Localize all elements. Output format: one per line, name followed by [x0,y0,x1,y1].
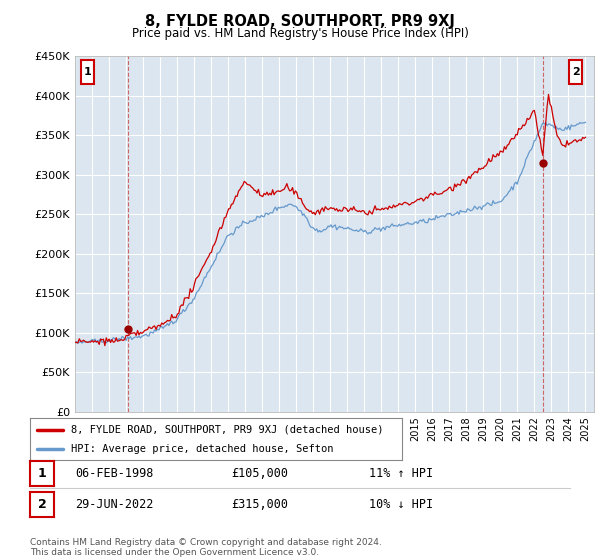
Text: HPI: Average price, detached house, Sefton: HPI: Average price, detached house, Seft… [71,444,334,454]
Text: 2: 2 [572,67,580,77]
FancyBboxPatch shape [569,59,583,85]
Text: 2: 2 [38,498,46,511]
Text: 8, FYLDE ROAD, SOUTHPORT, PR9 9XJ: 8, FYLDE ROAD, SOUTHPORT, PR9 9XJ [145,14,455,29]
Text: 8, FYLDE ROAD, SOUTHPORT, PR9 9XJ (detached house): 8, FYLDE ROAD, SOUTHPORT, PR9 9XJ (detac… [71,424,383,435]
Text: £315,000: £315,000 [231,498,288,511]
Text: Price paid vs. HM Land Registry's House Price Index (HPI): Price paid vs. HM Land Registry's House … [131,27,469,40]
Text: 06-FEB-1998: 06-FEB-1998 [75,467,154,480]
FancyBboxPatch shape [82,59,94,85]
Text: 11% ↑ HPI: 11% ↑ HPI [369,467,433,480]
Text: 29-JUN-2022: 29-JUN-2022 [75,498,154,511]
Text: £105,000: £105,000 [231,467,288,480]
Text: 1: 1 [38,467,46,480]
Text: 10% ↓ HPI: 10% ↓ HPI [369,498,433,511]
Text: Contains HM Land Registry data © Crown copyright and database right 2024.
This d: Contains HM Land Registry data © Crown c… [30,538,382,557]
Text: 1: 1 [84,67,92,77]
